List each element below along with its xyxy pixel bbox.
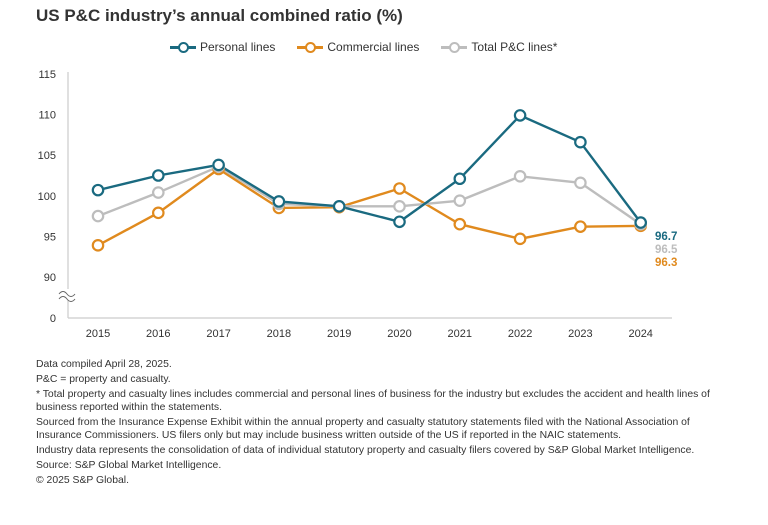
y-tick-label: 0: [50, 313, 56, 325]
x-tick-label: 2022: [508, 328, 532, 340]
end-value-label: 96.3: [655, 257, 677, 269]
footnote: Data compiled April 28, 2025.: [36, 359, 172, 370]
legend-commercial-lines: Commercial lines: [297, 40, 419, 54]
line-chart: 115 110 105 100 95 90 0 2015 2016 2017 2018 2019 202…: [38, 69, 678, 340]
legend-personal-lines: Personal lines: [170, 40, 275, 54]
data-point: [332, 200, 346, 213]
series-line: [97, 113, 642, 224]
footnote: P&C = property and casualty.: [36, 374, 171, 385]
footnote: © 2025 S&P Global.: [36, 475, 129, 486]
legend-swatch: [297, 42, 324, 53]
legend-label: Total P&C lines*: [471, 40, 558, 54]
data-point: [453, 172, 467, 186]
footnote: Source: S&P Global Market Intelligence.: [36, 460, 222, 471]
x-tick-label: 2024: [628, 328, 652, 340]
x-tick-label: 2021: [448, 328, 472, 340]
data-point: [513, 170, 527, 183]
axis-break-icon: [58, 291, 76, 302]
x-tick-label: 2018: [267, 328, 291, 340]
data-point: [574, 135, 587, 149]
end-value-label: 96.5: [655, 244, 678, 256]
y-tick-label: 105: [38, 150, 56, 162]
data-point: [91, 183, 105, 197]
data-point: [574, 176, 587, 190]
data-point: [212, 158, 225, 172]
y-tick-label: 90: [44, 272, 56, 284]
series-line: [97, 165, 642, 226]
legend-swatch: [441, 42, 468, 53]
x-tick-label: 2023: [568, 328, 592, 340]
footnote: Industry data represents the consolidati…: [36, 445, 695, 456]
legend-total-lines: Total P&C lines*: [441, 40, 557, 54]
y-tick-label: 100: [38, 191, 56, 203]
x-tick-label: 2019: [327, 328, 351, 340]
legend-swatch: [170, 42, 196, 53]
data-point: [513, 109, 527, 122]
y-tick-label: 115: [38, 69, 56, 81]
data-point: [513, 232, 527, 246]
data-point: [91, 239, 105, 252]
legend-label: Personal lines: [200, 40, 276, 54]
end-value-label: 96.7: [655, 231, 677, 243]
footnotes: Data compiled April 28, 2025. P&C = prop…: [36, 358, 736, 489]
data-point: [272, 195, 286, 208]
x-tick-label: 2020: [387, 328, 411, 340]
y-tick-label: 110: [38, 110, 56, 122]
x-tick-label: 2016: [146, 328, 170, 340]
footnote: Sourced from the Insurance Expense Exhib…: [36, 417, 690, 441]
data-point: [393, 182, 406, 195]
data-point: [574, 220, 587, 233]
data-point: [152, 206, 165, 220]
data-point: [152, 169, 165, 182]
data-point: [91, 209, 105, 223]
data-point: [453, 194, 467, 207]
chart-title: US P&C industry’s annual combined ratio …: [36, 6, 403, 25]
legend: Personal lines Commercial lines Total P&…: [170, 40, 557, 54]
legend-label: Commercial lines: [327, 40, 420, 54]
series-line: [97, 167, 641, 247]
data-point: [152, 186, 165, 199]
data-point: [634, 216, 647, 229]
data-point: [393, 215, 406, 229]
y-tick-label: 95: [44, 231, 56, 243]
data-point: [453, 217, 467, 231]
footnote: * Total property and casualty lines incl…: [36, 389, 710, 413]
x-tick-label: 2015: [86, 328, 110, 340]
x-tick-label: 2017: [206, 328, 230, 340]
data-point: [393, 200, 406, 213]
